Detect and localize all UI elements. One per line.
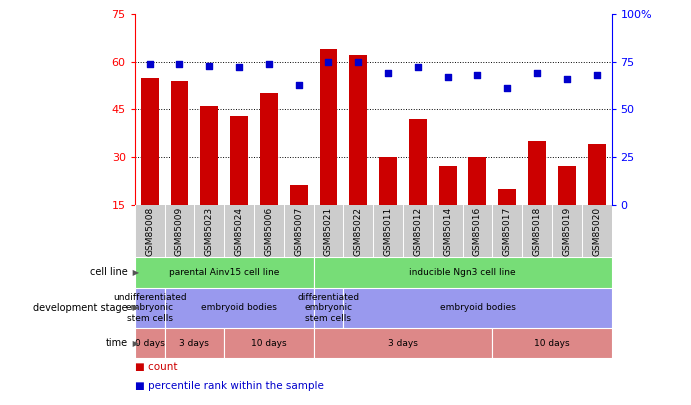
Bar	[164, 328, 224, 358]
Bar	[587, 144, 605, 205]
Text: development stage: development stage	[33, 303, 128, 313]
Text: differentiated
embryonic
stem cells: differentiated embryonic stem cells	[297, 293, 359, 323]
Point	[591, 72, 602, 78]
Bar	[492, 328, 612, 358]
Text: GSM85024: GSM85024	[234, 207, 243, 256]
Point	[472, 72, 483, 78]
Text: ▶: ▶	[130, 268, 139, 277]
Point	[531, 70, 542, 77]
Bar	[135, 288, 164, 328]
Text: GSM85014: GSM85014	[443, 207, 452, 256]
Bar	[230, 116, 248, 205]
Text: ■ count: ■ count	[135, 362, 178, 373]
Bar	[314, 328, 492, 358]
Point	[352, 58, 363, 65]
Text: ▶: ▶	[130, 303, 139, 312]
Text: 10 days: 10 days	[251, 339, 287, 348]
Bar	[135, 257, 314, 288]
Text: time: time	[106, 338, 128, 348]
Point	[174, 60, 185, 67]
Text: inducible Ngn3 cell line: inducible Ngn3 cell line	[409, 268, 516, 277]
Bar	[528, 141, 546, 205]
Bar	[200, 106, 218, 205]
Bar	[314, 257, 612, 288]
Text: GSM85009: GSM85009	[175, 207, 184, 256]
Bar	[164, 288, 314, 328]
Text: GSM85008: GSM85008	[145, 207, 154, 256]
Bar	[260, 94, 278, 205]
Text: GSM85018: GSM85018	[533, 207, 542, 256]
Text: GSM85021: GSM85021	[324, 207, 333, 256]
Text: parental Ainv15 cell line: parental Ainv15 cell line	[169, 268, 279, 277]
Point	[442, 74, 453, 80]
Text: GSM85007: GSM85007	[294, 207, 303, 256]
Point	[234, 64, 245, 71]
Text: ■ percentile rank within the sample: ■ percentile rank within the sample	[135, 381, 323, 391]
Text: 3 days: 3 days	[180, 339, 209, 348]
Bar	[409, 119, 427, 205]
Point	[323, 58, 334, 65]
Bar	[135, 328, 164, 358]
Point	[293, 81, 304, 88]
Bar	[224, 328, 314, 358]
Point	[144, 60, 155, 67]
Text: embryoid bodies: embryoid bodies	[201, 303, 277, 312]
Text: GSM85019: GSM85019	[562, 207, 571, 256]
Text: GSM85023: GSM85023	[205, 207, 214, 256]
Text: undifferentiated
embryonic
stem cells: undifferentiated embryonic stem cells	[113, 293, 187, 323]
Text: GSM85017: GSM85017	[503, 207, 512, 256]
Text: GSM85020: GSM85020	[592, 207, 601, 256]
Bar	[319, 49, 337, 205]
Point	[383, 70, 394, 77]
Text: 3 days: 3 days	[388, 339, 418, 348]
Point	[502, 85, 513, 92]
Text: GSM85016: GSM85016	[473, 207, 482, 256]
Text: GSM85022: GSM85022	[354, 207, 363, 256]
Bar	[379, 157, 397, 205]
Point	[413, 64, 424, 71]
Bar	[171, 81, 189, 205]
Text: embryoid bodies: embryoid bodies	[439, 303, 515, 312]
Text: ▶: ▶	[130, 339, 139, 348]
Text: cell line: cell line	[90, 267, 128, 277]
Text: GSM85006: GSM85006	[265, 207, 274, 256]
Text: GSM85011: GSM85011	[384, 207, 392, 256]
Point	[263, 60, 274, 67]
Bar	[343, 288, 612, 328]
Point	[204, 62, 215, 69]
Bar	[498, 189, 516, 205]
Bar	[468, 157, 486, 205]
Text: 10 days: 10 days	[534, 339, 570, 348]
Point	[561, 76, 572, 82]
Text: GSM85012: GSM85012	[413, 207, 422, 256]
Bar	[349, 55, 367, 205]
Bar	[141, 78, 158, 205]
Bar	[558, 166, 576, 205]
Text: 0 days: 0 days	[135, 339, 164, 348]
Bar	[290, 185, 307, 205]
Bar	[439, 166, 457, 205]
Bar	[314, 288, 343, 328]
